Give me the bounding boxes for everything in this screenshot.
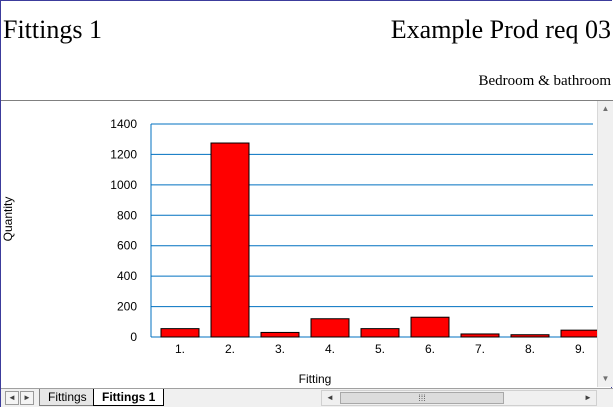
y-tick-label: 1200 <box>110 147 137 161</box>
scroll-up-icon[interactable]: ▲ <box>601 104 610 113</box>
x-tick-label: 7. <box>475 342 485 356</box>
bar <box>560 329 597 338</box>
y-tick-label: 600 <box>117 239 137 253</box>
bar <box>260 331 300 338</box>
y-axis-label: Quantity <box>1 197 15 242</box>
y-tick-label: 800 <box>117 208 137 222</box>
bar <box>360 328 400 338</box>
product-title: Example Prod req 03 <box>390 15 611 44</box>
y-tick-label: 200 <box>117 300 137 314</box>
x-tick-label: 1. <box>175 342 185 356</box>
y-tick-label: 1000 <box>110 178 137 192</box>
page-subtitle: Bedroom & bathroom <box>478 73 611 89</box>
x-tick-label: 2. <box>225 342 235 356</box>
scroll-down-icon[interactable]: ▼ <box>601 374 610 383</box>
x-tick-label: 5. <box>375 342 385 356</box>
x-tick-label: 4. <box>325 342 335 356</box>
page-title: Fittings 1 <box>3 15 102 44</box>
scroll-right-icon[interactable]: ► <box>584 393 592 402</box>
bar <box>510 334 550 338</box>
scroll-thumb[interactable]: ⁞⁞⁞ <box>340 392 504 404</box>
x-tick-label: 3. <box>275 342 285 356</box>
x-tick-label: 9. <box>575 342 585 356</box>
x-tick-label: 6. <box>425 342 435 356</box>
horizontal-scrollbar[interactable]: ◄ ⁞⁞⁞ ► <box>321 390 597 406</box>
sheet-tab-bar: ◄ ► Fittings Fittings 1 ◄ ⁞⁞⁞ ► <box>1 388 613 407</box>
bar <box>460 333 500 338</box>
y-tick-label: 1400 <box>110 117 137 131</box>
bar <box>410 316 450 338</box>
bar <box>160 328 200 338</box>
tab-scroll-left-icon[interactable]: ◄ <box>5 391 19 405</box>
x-tick-label: 8. <box>525 342 535 356</box>
bar-chart: 0 200 400 600 800 1000 1200 1400 1. 2. 3. 4. 5. 6. 7. 8… <box>1 117 597 386</box>
tab-fittings-1[interactable]: Fittings 1 <box>93 389 165 406</box>
tab-fittings[interactable]: Fittings <box>39 389 96 406</box>
vertical-scrollbar[interactable]: ▲ ▼ <box>597 101 613 387</box>
sheet-header: Fittings 1 Example Prod req 03 Bedroom &… <box>1 1 613 101</box>
tab-scroll-right-icon[interactable]: ► <box>20 391 34 405</box>
x-axis-label: Fitting <box>299 372 332 386</box>
scroll-left-icon[interactable]: ◄ <box>326 393 334 402</box>
bar <box>310 318 350 338</box>
bar <box>210 142 250 338</box>
y-tick-label: 0 <box>130 330 137 344</box>
y-tick-label: 400 <box>117 269 137 283</box>
chart-area: 0 200 400 600 800 1000 1200 1400 1. 2. 3. 4. 5. 6. 7. 8… <box>1 101 597 387</box>
